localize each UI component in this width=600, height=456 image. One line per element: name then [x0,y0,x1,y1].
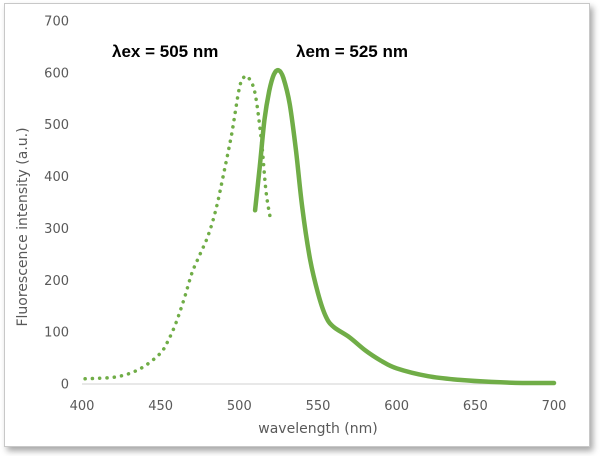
x-tick-label: 450 [148,399,173,414]
excitation-annotation: λex = 505 nm [112,42,218,61]
y-tick-label: 200 [44,274,69,289]
x-tick-label: 400 [70,399,95,414]
x-tick-labels: 400 450 500 550 600 650 700 [70,399,567,414]
y-axis-title: Fluorescence intensity (a.u.) [15,127,31,326]
y-tick-label: 400 [44,170,69,185]
x-tick-label: 500 [227,399,252,414]
emission-series-line [252,67,557,386]
x-tick-label: 650 [463,399,488,414]
series-group [83,67,557,386]
x-axis-title: wavelength (nm) [258,421,377,437]
x-tick-label: 700 [542,399,567,414]
chart-frame [4,3,590,447]
y-tick-label: 700 [44,15,69,30]
y-tick-label: 300 [44,222,69,237]
y-tick-label: 500 [44,118,69,133]
emission-annotation: λem = 525 nm [296,42,408,61]
y-tick-label: 0 [61,378,69,393]
y-tick-label: 100 [44,326,69,341]
excitation-series-line [83,74,273,381]
x-tick-label: 600 [384,399,409,414]
y-tick-labels: 0 100 200 300 400 500 600 700 [44,15,69,393]
y-tick-label: 600 [44,66,69,81]
x-tick-label: 550 [306,399,331,414]
